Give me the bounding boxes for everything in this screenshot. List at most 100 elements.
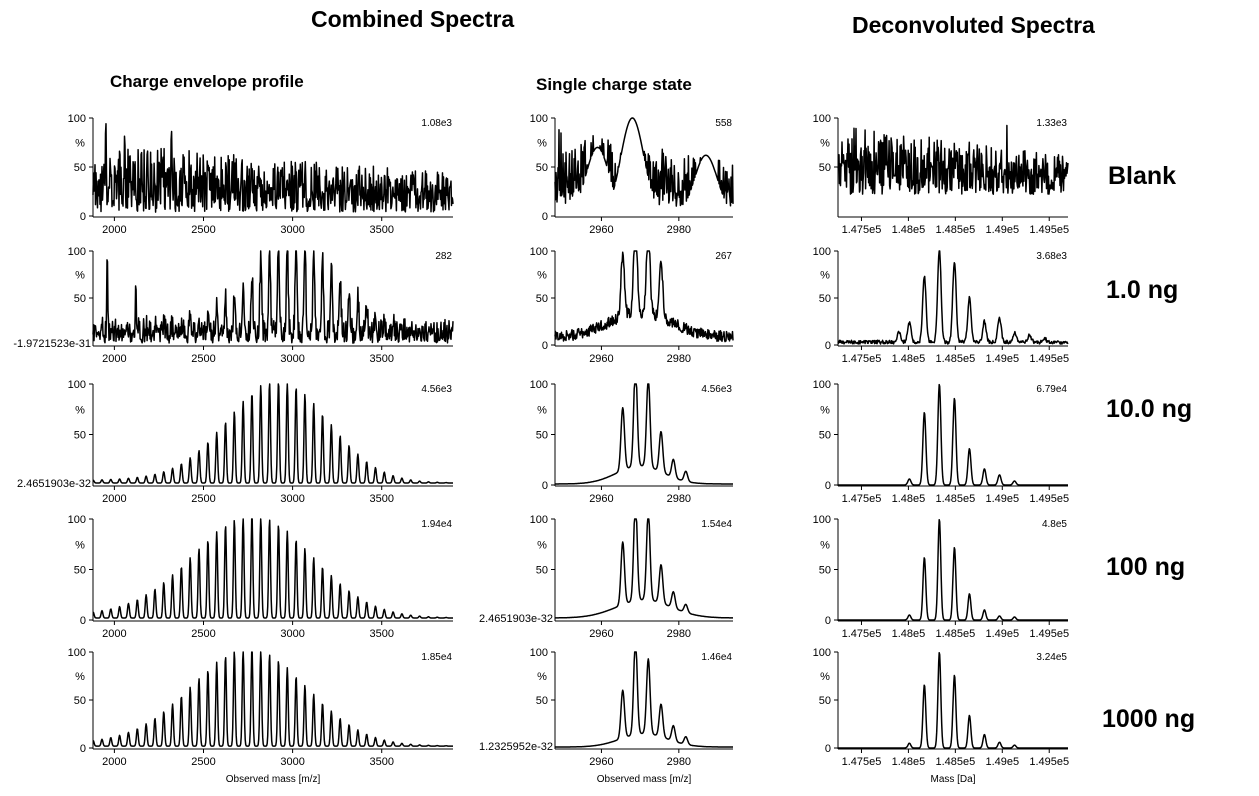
x-tick-label-single-charge-1-0-ng: 2980: [667, 353, 691, 365]
y-unit-label-single-charge-1-0-ng: %: [537, 270, 547, 282]
y-tick-label-single-charge-1000-ng: 50: [536, 695, 548, 707]
x-tick-label-charge-envelope-1-0-ng: 2000: [102, 353, 126, 365]
max-intensity-label-deconvoluted-1000-ng: 3.24e5: [1036, 652, 1067, 663]
max-intensity-label-single-charge-blank: 558: [715, 118, 732, 129]
panel-charge-envelope-blank: 0 50 100% 2000 2500 3000 3500 1.08e3: [68, 113, 454, 236]
y-unit-label-single-charge-blank: %: [537, 138, 547, 150]
x-tick-label-charge-envelope-1-0-ng: 3000: [280, 353, 304, 365]
spectrum-trace-charge-envelope-1000-ng: [92, 651, 454, 747]
x-tick-label-deconvoluted-1000-ng: 1.475e5: [842, 756, 882, 768]
y-unit-label-charge-envelope-10-0-ng: %: [75, 404, 85, 416]
y-tick-label-charge-envelope-100-ng: 0: [80, 615, 86, 627]
x-tick-label-charge-envelope-10-0-ng: 2500: [191, 493, 215, 505]
y-tick-label-deconvoluted-100-ng: 100: [813, 514, 831, 526]
x-tick-label-charge-envelope-10-0-ng: 3500: [369, 493, 393, 505]
y-min-label-single-charge-1000-ng: 1.2325952e-32: [479, 741, 553, 753]
x-tick-label-deconvoluted-10-0-ng: 1.49e5: [985, 493, 1019, 505]
x-tick-label-single-charge-10-0-ng: 2960: [589, 493, 613, 505]
panel-deconvoluted-100-ng: 0 50 100% 1.475e5 1.48e5 1.485e5 1.49e5 1.495e5…: [813, 514, 1069, 640]
x-axis-title-deconvoluted-1000-ng: Mass [Da]: [930, 774, 975, 785]
x-tick-label-charge-envelope-1-0-ng: 3500: [369, 353, 393, 365]
spectrum-trace-deconvoluted-100-ng: [837, 518, 1069, 621]
y-tick-label-charge-envelope-1000-ng: 0: [80, 743, 86, 755]
panel-charge-envelope-1-0-ng: 50 100% -1.9721523e-31 2000 2500 3000 3500 282: [13, 246, 454, 365]
max-intensity-label-charge-envelope-100-ng: 1.94e4: [421, 519, 452, 530]
y-tick-label-charge-envelope-1000-ng: 100: [68, 647, 86, 659]
y-tick-label-charge-envelope-100-ng: 50: [74, 565, 86, 577]
x-tick-label-charge-envelope-1-0-ng: 2500: [191, 353, 215, 365]
y-tick-label-deconvoluted-1-0-ng: 0: [825, 340, 831, 352]
x-tick-label-deconvoluted-blank: 1.49e5: [985, 224, 1019, 236]
x-tick-label-single-charge-1-0-ng: 2960: [589, 353, 613, 365]
y-tick-label-charge-envelope-blank: 0: [80, 211, 86, 223]
x-tick-label-deconvoluted-1000-ng: 1.495e5: [1029, 756, 1069, 768]
y-tick-label-single-charge-1000-ng: 100: [530, 647, 548, 659]
x-tick-label-charge-envelope-1000-ng: 2000: [102, 756, 126, 768]
x-tick-label-single-charge-10-0-ng: 2980: [667, 493, 691, 505]
max-intensity-label-single-charge-100-ng: 1.54e4: [701, 519, 732, 530]
y-tick-label-deconvoluted-10-0-ng: 50: [819, 430, 831, 442]
y-tick-label-deconvoluted-100-ng: 50: [819, 565, 831, 577]
y-tick-label-deconvoluted-10-0-ng: 100: [813, 379, 831, 391]
y-tick-label-deconvoluted-100-ng: 0: [825, 615, 831, 627]
spectrum-trace-single-charge-1-0-ng: [554, 250, 734, 343]
x-tick-label-deconvoluted-100-ng: 1.49e5: [985, 628, 1019, 640]
y-tick-label-single-charge-1-0-ng: 50: [536, 293, 548, 305]
y-unit-label-charge-envelope-blank: %: [75, 138, 85, 150]
x-tick-label-deconvoluted-blank: 1.48e5: [892, 224, 926, 236]
x-tick-label-deconvoluted-1000-ng: 1.49e5: [985, 756, 1019, 768]
x-tick-label-charge-envelope-1000-ng: 3000: [280, 756, 304, 768]
x-tick-label-deconvoluted-10-0-ng: 1.485e5: [935, 493, 975, 505]
x-tick-label-deconvoluted-1-0-ng: 1.49e5: [985, 353, 1019, 365]
x-tick-label-deconvoluted-blank: 1.475e5: [842, 224, 882, 236]
max-intensity-label-deconvoluted-100-ng: 4.8e5: [1042, 519, 1067, 530]
x-tick-label-charge-envelope-100-ng: 3000: [280, 628, 304, 640]
y-tick-label-deconvoluted-1000-ng: 100: [813, 647, 831, 659]
panel-single-charge-1-0-ng: 0 50 100% 2960 2980 267: [530, 246, 734, 365]
x-tick-label-charge-envelope-blank: 2000: [102, 224, 126, 236]
spectrum-trace-single-charge-blank: [554, 117, 734, 207]
y-tick-label-single-charge-10-0-ng: 100: [530, 379, 548, 391]
x-tick-label-single-charge-1000-ng: 2960: [589, 756, 613, 768]
y-tick-label-deconvoluted-1000-ng: 50: [819, 695, 831, 707]
x-axis-title-charge-envelope-1000-ng: Observed mass [m/z]: [226, 774, 321, 785]
x-tick-label-charge-envelope-10-0-ng: 3000: [280, 493, 304, 505]
y-unit-label-charge-envelope-100-ng: %: [75, 539, 85, 551]
y-tick-label-single-charge-100-ng: 50: [536, 565, 548, 577]
y-tick-label-single-charge-blank: 100: [530, 113, 548, 125]
max-intensity-label-deconvoluted-1-0-ng: 3.68e3: [1036, 251, 1067, 262]
row-label-1000ng: 1000 ng: [1102, 705, 1196, 733]
charge-envelope-heading: Charge envelope profile: [110, 72, 304, 91]
spectrum-trace-charge-envelope-100-ng: [92, 518, 454, 619]
spectrum-trace-deconvoluted-1-0-ng: [837, 250, 1069, 345]
x-tick-label-deconvoluted-1-0-ng: 1.495e5: [1029, 353, 1069, 365]
spectrum-trace-single-charge-1000-ng: [554, 651, 734, 748]
max-intensity-label-deconvoluted-blank: 1.33e3: [1036, 118, 1067, 129]
x-tick-label-charge-envelope-100-ng: 2500: [191, 628, 215, 640]
y-tick-label-charge-envelope-1-0-ng: 100: [68, 246, 86, 258]
row-label-blank: Blank: [1108, 162, 1177, 190]
y-unit-label-single-charge-1000-ng: %: [537, 671, 547, 683]
y-tick-label-charge-envelope-blank: 50: [74, 162, 86, 174]
panel-charge-envelope-10-0-ng: 50 100% 2.4651903e-32 2000 2500 3000 3500 4.56e…: [17, 379, 454, 505]
y-tick-label-deconvoluted-blank: 50: [819, 162, 831, 174]
max-intensity-label-single-charge-1-0-ng: 267: [715, 251, 732, 262]
row-label-10ng: 10.0 ng: [1106, 395, 1193, 423]
y-tick-label-single-charge-1-0-ng: 100: [530, 246, 548, 258]
panel-charge-envelope-1000-ng: 0 50 100% 2000 2500 3000 3500 1.85e4 Observed ma…: [68, 647, 454, 785]
panel-deconvoluted-10-0-ng: 0 50 100% 1.475e5 1.48e5 1.485e5 1.49e5 1.495e5…: [813, 379, 1069, 505]
panel-single-charge-blank: 0 50 100% 2960 2980 558: [530, 113, 734, 236]
y-unit-label-deconvoluted-1-0-ng: %: [820, 270, 830, 282]
y-tick-label-deconvoluted-1000-ng: 0: [825, 743, 831, 755]
x-tick-label-deconvoluted-blank: 1.485e5: [935, 224, 975, 236]
x-tick-label-charge-envelope-100-ng: 3500: [369, 628, 393, 640]
x-tick-label-deconvoluted-10-0-ng: 1.48e5: [892, 493, 926, 505]
y-tick-label-single-charge-blank: 50: [536, 162, 548, 174]
y-tick-label-single-charge-1-0-ng: 0: [542, 340, 548, 352]
x-tick-label-deconvoluted-1-0-ng: 1.475e5: [842, 353, 882, 365]
x-tick-label-deconvoluted-blank: 1.495e5: [1029, 224, 1069, 236]
row-label-100ng: 100 ng: [1106, 553, 1186, 581]
y-unit-label-charge-envelope-1-0-ng: %: [75, 270, 85, 282]
y-min-label-charge-envelope-1-0-ng: -1.9721523e-31: [13, 338, 91, 350]
